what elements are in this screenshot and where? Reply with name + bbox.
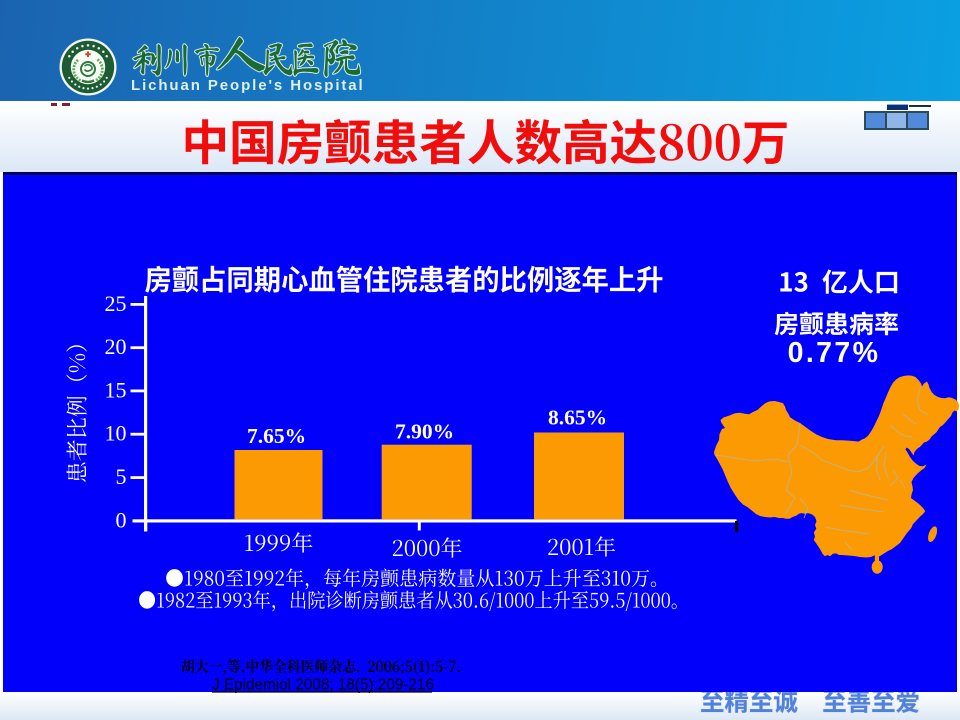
- svg-text:0.77%: 0.77%: [788, 337, 881, 369]
- svg-text:25: 25: [105, 291, 127, 316]
- svg-text:5: 5: [116, 464, 127, 489]
- svg-text:J Epidemiol 2008; 18(5):209-21: J Epidemiol 2008; 18(5):209-216: [212, 677, 434, 694]
- svg-text:20: 20: [105, 334, 127, 359]
- svg-text:10: 10: [105, 421, 127, 446]
- svg-text:8.65%: 8.65%: [548, 406, 607, 430]
- svg-text:15: 15: [105, 377, 127, 402]
- svg-text:7.90%: 7.90%: [395, 419, 454, 443]
- svg-text:0: 0: [116, 507, 127, 532]
- svg-text:7.65%: 7.65%: [247, 424, 306, 448]
